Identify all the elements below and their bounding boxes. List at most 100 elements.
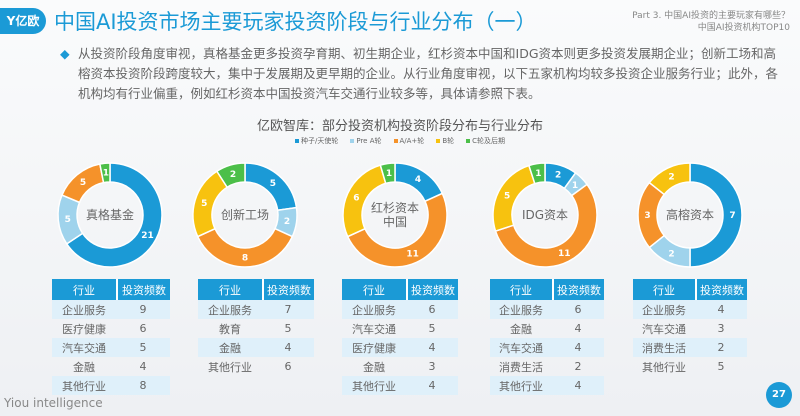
- table-cell: 医疗健康: [342, 338, 406, 357]
- table-cell: 2: [574, 360, 582, 373]
- segment-label: 5: [270, 179, 276, 189]
- table-row: 医疗健康 6: [52, 319, 170, 338]
- segment-label: 1: [103, 169, 109, 179]
- table-row: 其他行业 5: [633, 357, 747, 376]
- legend-item: C轮及后期: [466, 137, 505, 145]
- segment-label: 5: [65, 215, 71, 225]
- segment-label: 4: [415, 175, 421, 185]
- segment-label: 6: [353, 193, 359, 203]
- donut-center-label: IDG资本: [522, 208, 568, 222]
- legend-item: B轮: [436, 137, 454, 145]
- table-cell: 企业服务: [198, 300, 262, 319]
- table-row: 其他行业 4: [342, 376, 458, 395]
- table-cell: 汽车交通: [642, 322, 686, 336]
- table-row: 其他行业 8: [52, 376, 170, 395]
- legend-item: 种子/天使轮: [294, 137, 338, 145]
- table-cell: 4: [406, 338, 458, 357]
- table-row: 其他行业 4: [490, 376, 604, 395]
- segment-label: 1: [535, 169, 541, 179]
- table-header: 投资频数: [695, 279, 747, 300]
- table-header: 投资频数: [116, 279, 170, 300]
- donut-segment: [98, 162, 111, 184]
- table-header: 行业: [198, 279, 262, 300]
- table-cell: 5: [284, 322, 292, 335]
- donut-segment: [637, 181, 666, 249]
- segment-label: 5: [80, 178, 86, 188]
- donut-center-label: 红杉资本: [371, 200, 419, 215]
- table-cell: 3: [717, 322, 725, 335]
- donut-segment: [379, 162, 396, 185]
- segment-label: 3: [644, 211, 650, 221]
- footer-brand: Yiou intelligence: [4, 396, 103, 410]
- page-number: 27: [766, 382, 792, 408]
- table-cell: 6: [552, 300, 604, 319]
- table-cell: 6: [284, 360, 292, 373]
- segment-label: 11: [406, 250, 419, 260]
- table-cell: 其他行业: [342, 376, 406, 395]
- table-cell: 4: [406, 376, 458, 395]
- table-row: 企业服务 6: [342, 300, 458, 319]
- donut-segment: [215, 162, 246, 189]
- section-breadcrumb: Part 3. 中国AI投资的主要玩家有哪些？ 中国AI投资机构TOP10: [632, 10, 790, 34]
- table-cell: 9: [116, 300, 170, 319]
- table-cell: 汽车交通: [52, 338, 116, 357]
- table-header: 行业: [52, 279, 116, 300]
- table-row: 汽车交通 5: [52, 338, 170, 357]
- segment-label: 2: [284, 217, 290, 227]
- table-cell: 其他行业: [642, 360, 686, 374]
- segment-label: 2: [555, 171, 561, 181]
- table-header: 行业: [633, 279, 695, 300]
- table-cell: 4: [695, 300, 747, 319]
- table-cell: 6: [139, 322, 147, 335]
- industry-table: 行业 投资频数 企业服务 7 教育 5 金融 4 其他行业 6: [198, 279, 314, 376]
- table-cell: 汽车交通: [352, 322, 396, 336]
- table-header: 投资频数: [552, 279, 604, 300]
- chart-title: 亿欧智库：部分投资机构投资阶段分布与行业分布: [256, 119, 543, 134]
- donut-charts: 21551真格基金52852创新工场41161红杉资本中国211151IDG资本…: [57, 162, 743, 268]
- table-cell: 金融: [510, 322, 532, 336]
- sub-label: 中国AI投资机构TOP10: [697, 23, 790, 33]
- industry-table: 行业 投资频数 企业服务 6 汽车交通 5 医疗健康 4 金融 3 其他行业 4: [342, 279, 458, 395]
- table-cell: 4: [552, 338, 604, 357]
- segment-label: 5: [504, 192, 510, 202]
- table-cell: 金融: [198, 338, 262, 357]
- table-cell: 5: [116, 338, 170, 357]
- table-cell: 消费生活: [499, 360, 543, 374]
- table-cell: 其他行业: [52, 376, 116, 395]
- table-row: 消费生活 2: [490, 357, 604, 376]
- table-cell: 7: [262, 300, 314, 319]
- industry-table: 行业 投资频数 企业服务 9 医疗健康 6 汽车交通 5 金融 4 其他行业 8: [52, 279, 170, 395]
- table-cell: 4: [139, 360, 147, 373]
- table-cell: 2: [695, 338, 747, 357]
- table-cell: 企业服务: [342, 300, 406, 319]
- donut-segment: [648, 162, 691, 196]
- segment-label: 2: [230, 170, 236, 180]
- donut-segment: [689, 162, 743, 268]
- table-header: 行业: [490, 279, 552, 300]
- table-cell: 汽车交通: [490, 338, 552, 357]
- table-row: 消费生活 2: [633, 338, 747, 357]
- table-header: 行业: [342, 279, 406, 300]
- segment-label: 2: [668, 173, 674, 183]
- industry-table: 行业 投资频数 企业服务 6 金融 4 汽车交通 4 消费生活 2 其他行业 4: [490, 279, 604, 395]
- table-cell: 4: [552, 376, 604, 395]
- table-cell: 消费生活: [633, 338, 695, 357]
- summary-text: ◆ 从投资阶段角度审视，真格基金更多投资孕育期、初生期企业，红杉资本中国和IDG资…: [58, 44, 778, 104]
- table-row: 金融 4: [52, 357, 170, 376]
- table-cell: 教育: [219, 322, 241, 336]
- page-title: 中国AI投资市场主要玩家投资阶段与行业分布（一）: [54, 10, 537, 34]
- yiou-logo: Y亿欧: [0, 8, 46, 34]
- segment-label: 7: [729, 211, 735, 221]
- donut-center-label: 中国: [383, 214, 407, 229]
- segment-label: 5: [201, 199, 207, 209]
- table-cell: 医疗健康: [62, 322, 106, 336]
- table-row: 金融 3: [342, 357, 458, 376]
- table-row: 企业服务 9: [52, 300, 170, 319]
- legend-item: Pre A轮: [350, 137, 382, 145]
- segment-label: 8: [242, 254, 248, 264]
- part-label: Part 3. 中国AI投资的主要玩家有哪些？: [632, 11, 790, 21]
- chart-legend: 种子/天使轮 Pre A轮 A/A+轮 B轮 C轮及后期: [0, 136, 800, 146]
- donut-segment: [346, 192, 448, 268]
- table-row: 企业服务 4: [633, 300, 747, 319]
- diamond-bullet-icon: ◆: [60, 46, 70, 61]
